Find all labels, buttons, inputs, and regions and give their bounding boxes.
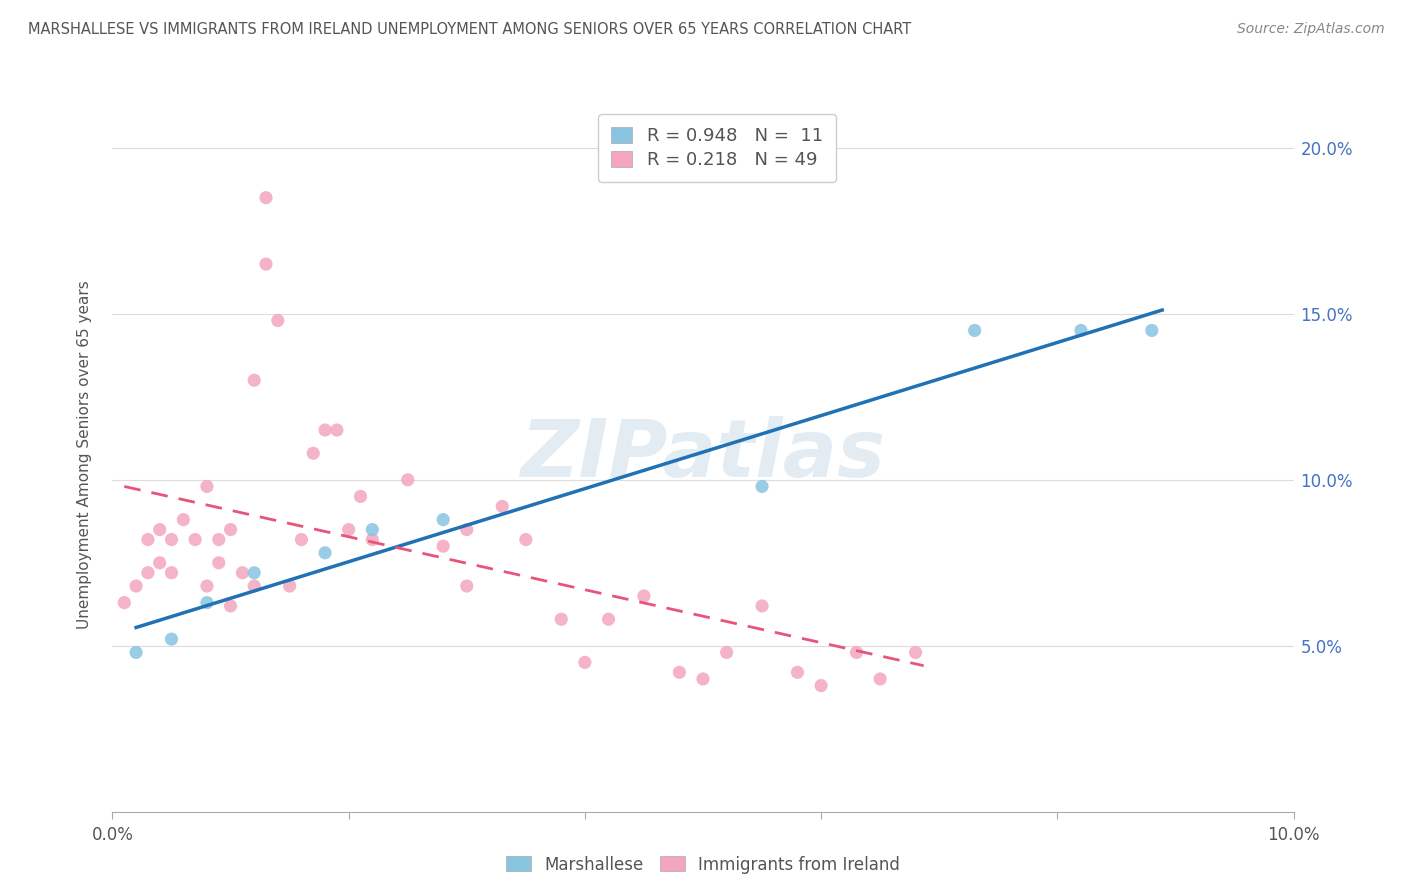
Point <box>219 523 242 537</box>
Point <box>751 599 773 613</box>
Point <box>208 533 231 547</box>
Point <box>456 579 478 593</box>
Point <box>716 645 738 659</box>
Point <box>396 473 419 487</box>
Point <box>963 323 986 337</box>
Point <box>692 672 714 686</box>
Point <box>125 579 148 593</box>
Point <box>254 191 277 205</box>
Point <box>904 645 927 659</box>
Point <box>160 632 183 647</box>
Point <box>231 566 253 580</box>
Point <box>136 566 159 580</box>
Legend: Marshallese, Immigrants from Ireland: Marshallese, Immigrants from Ireland <box>498 847 908 882</box>
Point <box>786 665 808 680</box>
Point <box>219 599 242 613</box>
Point <box>314 546 336 560</box>
Text: MARSHALLESE VS IMMIGRANTS FROM IRELAND UNEMPLOYMENT AMONG SENIORS OVER 65 YEARS : MARSHALLESE VS IMMIGRANTS FROM IRELAND U… <box>28 22 911 37</box>
Point <box>160 566 183 580</box>
Text: Source: ZipAtlas.com: Source: ZipAtlas.com <box>1237 22 1385 37</box>
Point <box>314 423 336 437</box>
Point <box>208 556 231 570</box>
Point <box>290 533 312 547</box>
Point <box>550 612 572 626</box>
Point <box>361 523 384 537</box>
Point <box>361 533 384 547</box>
Point <box>149 523 172 537</box>
Text: ZIPatlas: ZIPatlas <box>520 416 886 494</box>
Point <box>195 596 218 610</box>
Point <box>267 313 290 327</box>
Point <box>574 656 596 670</box>
Point <box>278 579 301 593</box>
Point <box>845 645 868 659</box>
Point <box>337 523 360 537</box>
Point <box>149 556 172 570</box>
Point <box>751 479 773 493</box>
Point <box>254 257 277 271</box>
Point <box>184 533 207 547</box>
Point <box>112 596 135 610</box>
Y-axis label: Unemployment Among Seniors over 65 years: Unemployment Among Seniors over 65 years <box>77 281 91 629</box>
Point <box>1140 323 1163 337</box>
Point <box>456 523 478 537</box>
Point <box>243 579 266 593</box>
Point <box>869 672 891 686</box>
Point <box>633 589 655 603</box>
Point <box>243 373 266 387</box>
Point <box>302 446 325 460</box>
Point <box>172 513 194 527</box>
Point <box>195 579 218 593</box>
Point <box>668 665 690 680</box>
Point <box>160 533 183 547</box>
Point <box>195 479 218 493</box>
Point <box>491 500 513 514</box>
Point <box>243 566 266 580</box>
Point <box>125 645 148 659</box>
Point <box>1070 323 1092 337</box>
Point <box>598 612 620 626</box>
Point <box>432 539 454 553</box>
Point <box>515 533 537 547</box>
Point <box>136 533 159 547</box>
Point <box>810 679 832 693</box>
Point <box>349 490 371 504</box>
Point <box>326 423 349 437</box>
Point <box>432 513 454 527</box>
